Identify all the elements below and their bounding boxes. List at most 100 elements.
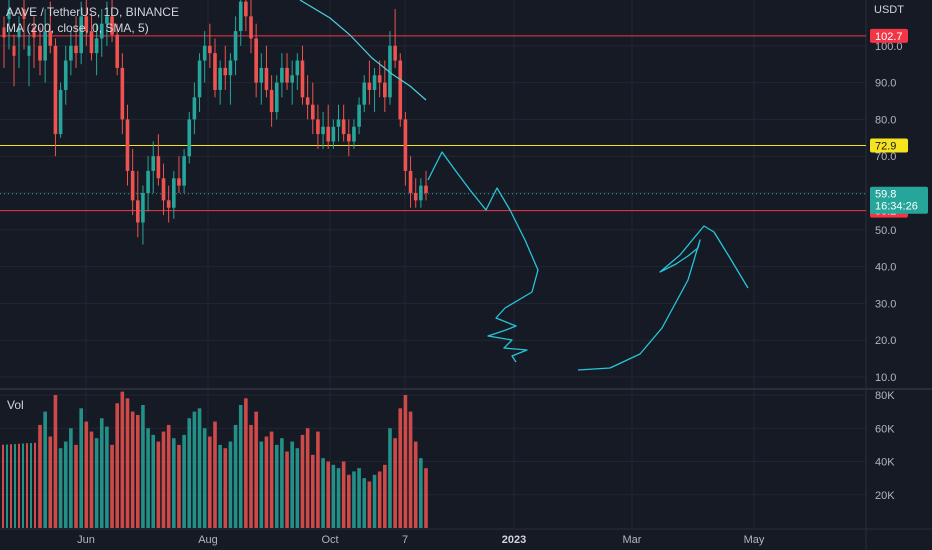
volume-bar (372, 474, 377, 528)
volume-bar (18, 443, 20, 528)
candle-body (403, 119, 408, 171)
candle-body (63, 60, 68, 90)
candle-body (125, 119, 130, 171)
volume-bar (377, 471, 382, 528)
candle-body (398, 60, 403, 120)
time-tick-label: Jun (77, 534, 95, 546)
candle-body (393, 45, 397, 61)
time-axis[interactable]: Jun Aug Oct 7 2023 Mar May (77, 534, 765, 546)
volume-bar (300, 434, 305, 528)
volume-bar (58, 448, 63, 528)
volume-bar (341, 461, 346, 528)
candle-body (151, 156, 156, 171)
symbol-title[interactable]: AAVE / TetherUS, 1D, BINANCE (6, 5, 179, 19)
level-badge (870, 138, 908, 153)
candle-body (269, 89, 274, 113)
volume-bar (254, 411, 258, 528)
volume-bar (238, 404, 243, 528)
volume-bar (249, 424, 253, 528)
volume-bar (69, 428, 73, 528)
price-tick-label: 70.0 (875, 151, 896, 163)
volume-bar (290, 441, 294, 528)
candle-body (290, 75, 294, 83)
candle-body (280, 67, 284, 83)
volume-bar (192, 411, 197, 528)
candle-body (177, 178, 181, 186)
volume-bar (310, 454, 315, 528)
candle-body (17, 27, 21, 38)
volume-legend[interactable]: Vol (7, 398, 24, 412)
volume-bar (403, 395, 408, 528)
candle-body (161, 178, 166, 201)
candle-body (285, 67, 289, 83)
volume-tick-label: 20K (875, 490, 895, 502)
volume-bar (99, 418, 104, 528)
candle-body (130, 170, 135, 201)
time-tick-label: Mar (623, 534, 642, 546)
candle-body (249, 16, 253, 39)
candle-body (419, 185, 423, 201)
price-axis[interactable]: 10.020.030.040.050.060.070.080.090.0100.… (875, 41, 903, 384)
volume-bar (424, 468, 428, 528)
candle-body (166, 200, 171, 208)
candle-body (58, 89, 63, 135)
candle-body (383, 82, 387, 98)
candle-body (197, 60, 202, 98)
horizontal-levels (0, 35, 866, 212)
volume-bar (269, 431, 274, 528)
volume-bar (6, 444, 8, 528)
volume-bar (285, 451, 289, 528)
volume-bar (156, 441, 161, 528)
volume-bar (244, 398, 248, 528)
candle-body (274, 82, 279, 113)
volume-bar (89, 431, 94, 528)
candle-body (141, 193, 145, 223)
volume-bar (274, 444, 279, 528)
volume-bar (10, 444, 12, 528)
candle-body (115, 34, 120, 68)
projection-up-curve (577, 225, 749, 371)
volume-bar (63, 441, 68, 528)
volume-bar (130, 411, 135, 528)
candle-body (367, 82, 372, 90)
candle-body (326, 126, 331, 142)
candle-body (135, 200, 140, 223)
candle-body (321, 126, 325, 135)
trend-drawings[interactable] (427, 151, 749, 371)
candle-body (377, 75, 382, 83)
volume-bar (218, 444, 222, 528)
candle-body (2, 27, 6, 38)
price-badges: 102.772.955.259.816:34:26 (870, 28, 928, 218)
candle-body (27, 45, 31, 56)
volume-bar (331, 464, 336, 528)
volume-bar (367, 481, 372, 528)
volume-bar (336, 468, 341, 528)
volume-bar (326, 461, 331, 528)
price-tick-label: 80.0 (875, 114, 896, 126)
volume-bar (259, 441, 264, 528)
price-tick-label: 30.0 (875, 298, 896, 310)
volume-bar (43, 411, 47, 528)
volume-bar (166, 424, 171, 528)
time-tick-label: Oct (321, 534, 338, 546)
volume-bar (120, 391, 125, 528)
currency-label: USDT (874, 4, 904, 16)
candle-body (244, 1, 248, 17)
candle-body (182, 156, 186, 186)
candle-body (156, 156, 161, 179)
volume-axis[interactable]: 80K 60K 40K 20K (875, 390, 895, 502)
countdown-text: 16:34:26 (875, 201, 918, 213)
candle-body (424, 185, 428, 193)
volume-bar (408, 411, 413, 528)
volume-bar (34, 442, 36, 528)
indicator-legend[interactable]: MA (200, close, 0, SMA, 5) (6, 21, 149, 35)
candle-body (336, 119, 341, 127)
candle-body (223, 67, 228, 76)
candle-body (146, 170, 150, 193)
volume-bar (135, 414, 140, 528)
price-tick-label: 50.0 (875, 225, 896, 237)
volume-bar (146, 428, 150, 528)
volume-pane (2, 391, 428, 528)
